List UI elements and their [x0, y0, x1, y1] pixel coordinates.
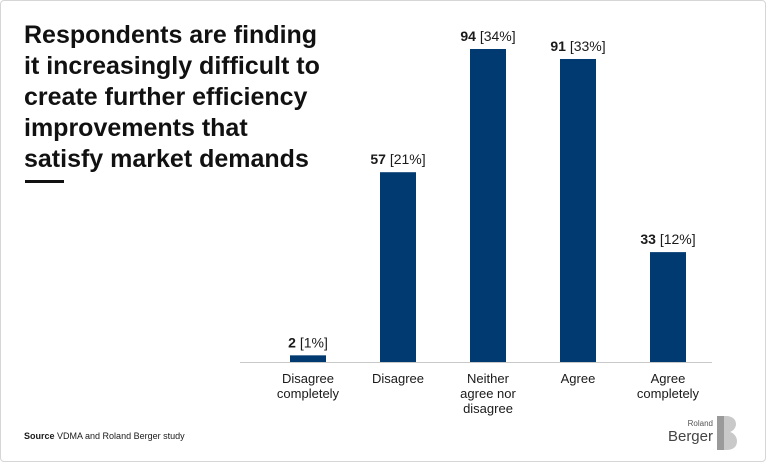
data-label-0: 2 [1%]: [288, 334, 328, 350]
data-label-2: 94 [34%]: [460, 28, 515, 44]
chart-headline: Respondents are finding it increasingly …: [24, 20, 324, 175]
data-label-4: 33 [12%]: [640, 231, 695, 247]
headline-line-5: satisfy market demands: [24, 145, 309, 173]
roland-berger-logo: Roland Berger: [668, 412, 746, 454]
headline-line-4: improvements that: [24, 114, 248, 142]
bar-3: [560, 58, 596, 363]
category-label-4: Agree completely: [637, 371, 700, 401]
logo-b-mark-icon: [717, 416, 737, 450]
bar-1: [380, 172, 416, 362]
headline-line-2: it increasingly difficult to: [24, 52, 320, 80]
logo-roland-text: Roland: [687, 419, 713, 428]
source-note: Source VDMA and Roland Berger study: [24, 431, 185, 441]
category-label-1: Disagree: [372, 371, 424, 386]
data-label-3: 91 [33%]: [550, 38, 605, 54]
logo-berger-text: Berger: [667, 428, 713, 445]
category-label-0: Disagree completely: [277, 371, 340, 401]
bar-2: [470, 49, 506, 362]
bar-4: [650, 252, 686, 362]
category-label-3: Agree: [561, 371, 596, 386]
data-label-1: 57 [21%]: [370, 151, 425, 167]
category-label-2: Neither agree nor disagree: [460, 371, 516, 416]
headline-underline: [25, 180, 64, 183]
headline-line-1: Respondents are finding: [24, 21, 318, 49]
source-text: VDMA and Roland Berger study: [57, 431, 185, 441]
bar-0: [290, 355, 326, 362]
headline-line-3: create further efficiency: [24, 83, 308, 111]
source-label: Source: [24, 431, 55, 441]
